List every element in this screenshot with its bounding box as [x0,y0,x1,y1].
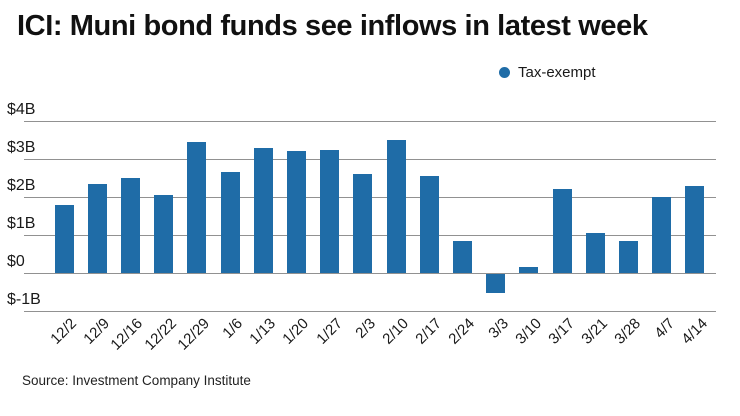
x-tick-label: 3/3 [484,315,512,342]
gridline [24,273,716,274]
x-tick-label: 1/27 [312,315,346,348]
bar-4/14 [685,185,705,273]
bar-2/10 [386,140,406,273]
x-tick-label: 4/7 [650,315,678,342]
bar-12/2 [54,204,74,273]
x-tick-label: 2/17 [412,315,446,348]
x-tick-label: 4/14 [678,315,711,348]
legend: Tax-exempt [499,64,596,81]
x-tick-label: 1/13 [246,315,280,348]
bar-1/13 [253,147,273,273]
bar-3/3 [486,274,506,293]
gridline [24,311,716,312]
bar-3/10 [519,267,539,273]
x-tick-label: 3/28 [611,315,645,348]
bar-12/9 [87,183,107,273]
bar-12/22 [154,195,174,273]
x-tick-label: 2/10 [379,315,413,348]
x-tick-label: 1/6 [219,315,247,342]
bar-2/3 [353,174,373,273]
legend-dot-icon [499,67,510,78]
bar-3/21 [585,233,605,273]
bar-1/6 [220,172,240,273]
y-tick-label: $3B [7,139,36,156]
y-tick-label: $2B [7,177,36,194]
gridline [24,159,716,160]
y-tick-label: $1B [7,215,36,232]
y-tick-label: $-1B [7,291,41,308]
x-tick-label: 12/29 [174,315,213,354]
legend-label: Tax-exempt [518,64,596,81]
bar-1/27 [320,149,340,273]
x-tick-label: 3/21 [578,315,612,348]
x-tick-label: 1/20 [279,315,313,348]
x-tick-label: 3/17 [545,315,579,348]
x-tick-label: 2/24 [445,315,479,348]
bar-3/17 [552,189,572,273]
bar-12/16 [120,178,140,273]
x-tick-label: 12/16 [107,315,147,354]
x-tick-label: 12/22 [141,315,180,354]
source-note: Source: Investment Company Institute [22,373,251,388]
bar-12/29 [187,141,207,273]
x-tick-label: 2/3 [352,315,379,342]
bar-4/7 [652,197,672,273]
bar-2/24 [452,240,472,273]
bar-2/17 [419,176,439,273]
gridline [24,121,716,122]
y-tick-label: $0 [7,253,25,270]
chart-title: ICI: Muni bond funds see inflows in late… [17,10,648,42]
x-tick-label: 3/10 [512,315,545,348]
x-tick-label: 12/2 [47,315,81,348]
bar-1/20 [286,151,306,273]
bar-3/28 [618,240,638,273]
y-tick-label: $4B [7,101,36,118]
